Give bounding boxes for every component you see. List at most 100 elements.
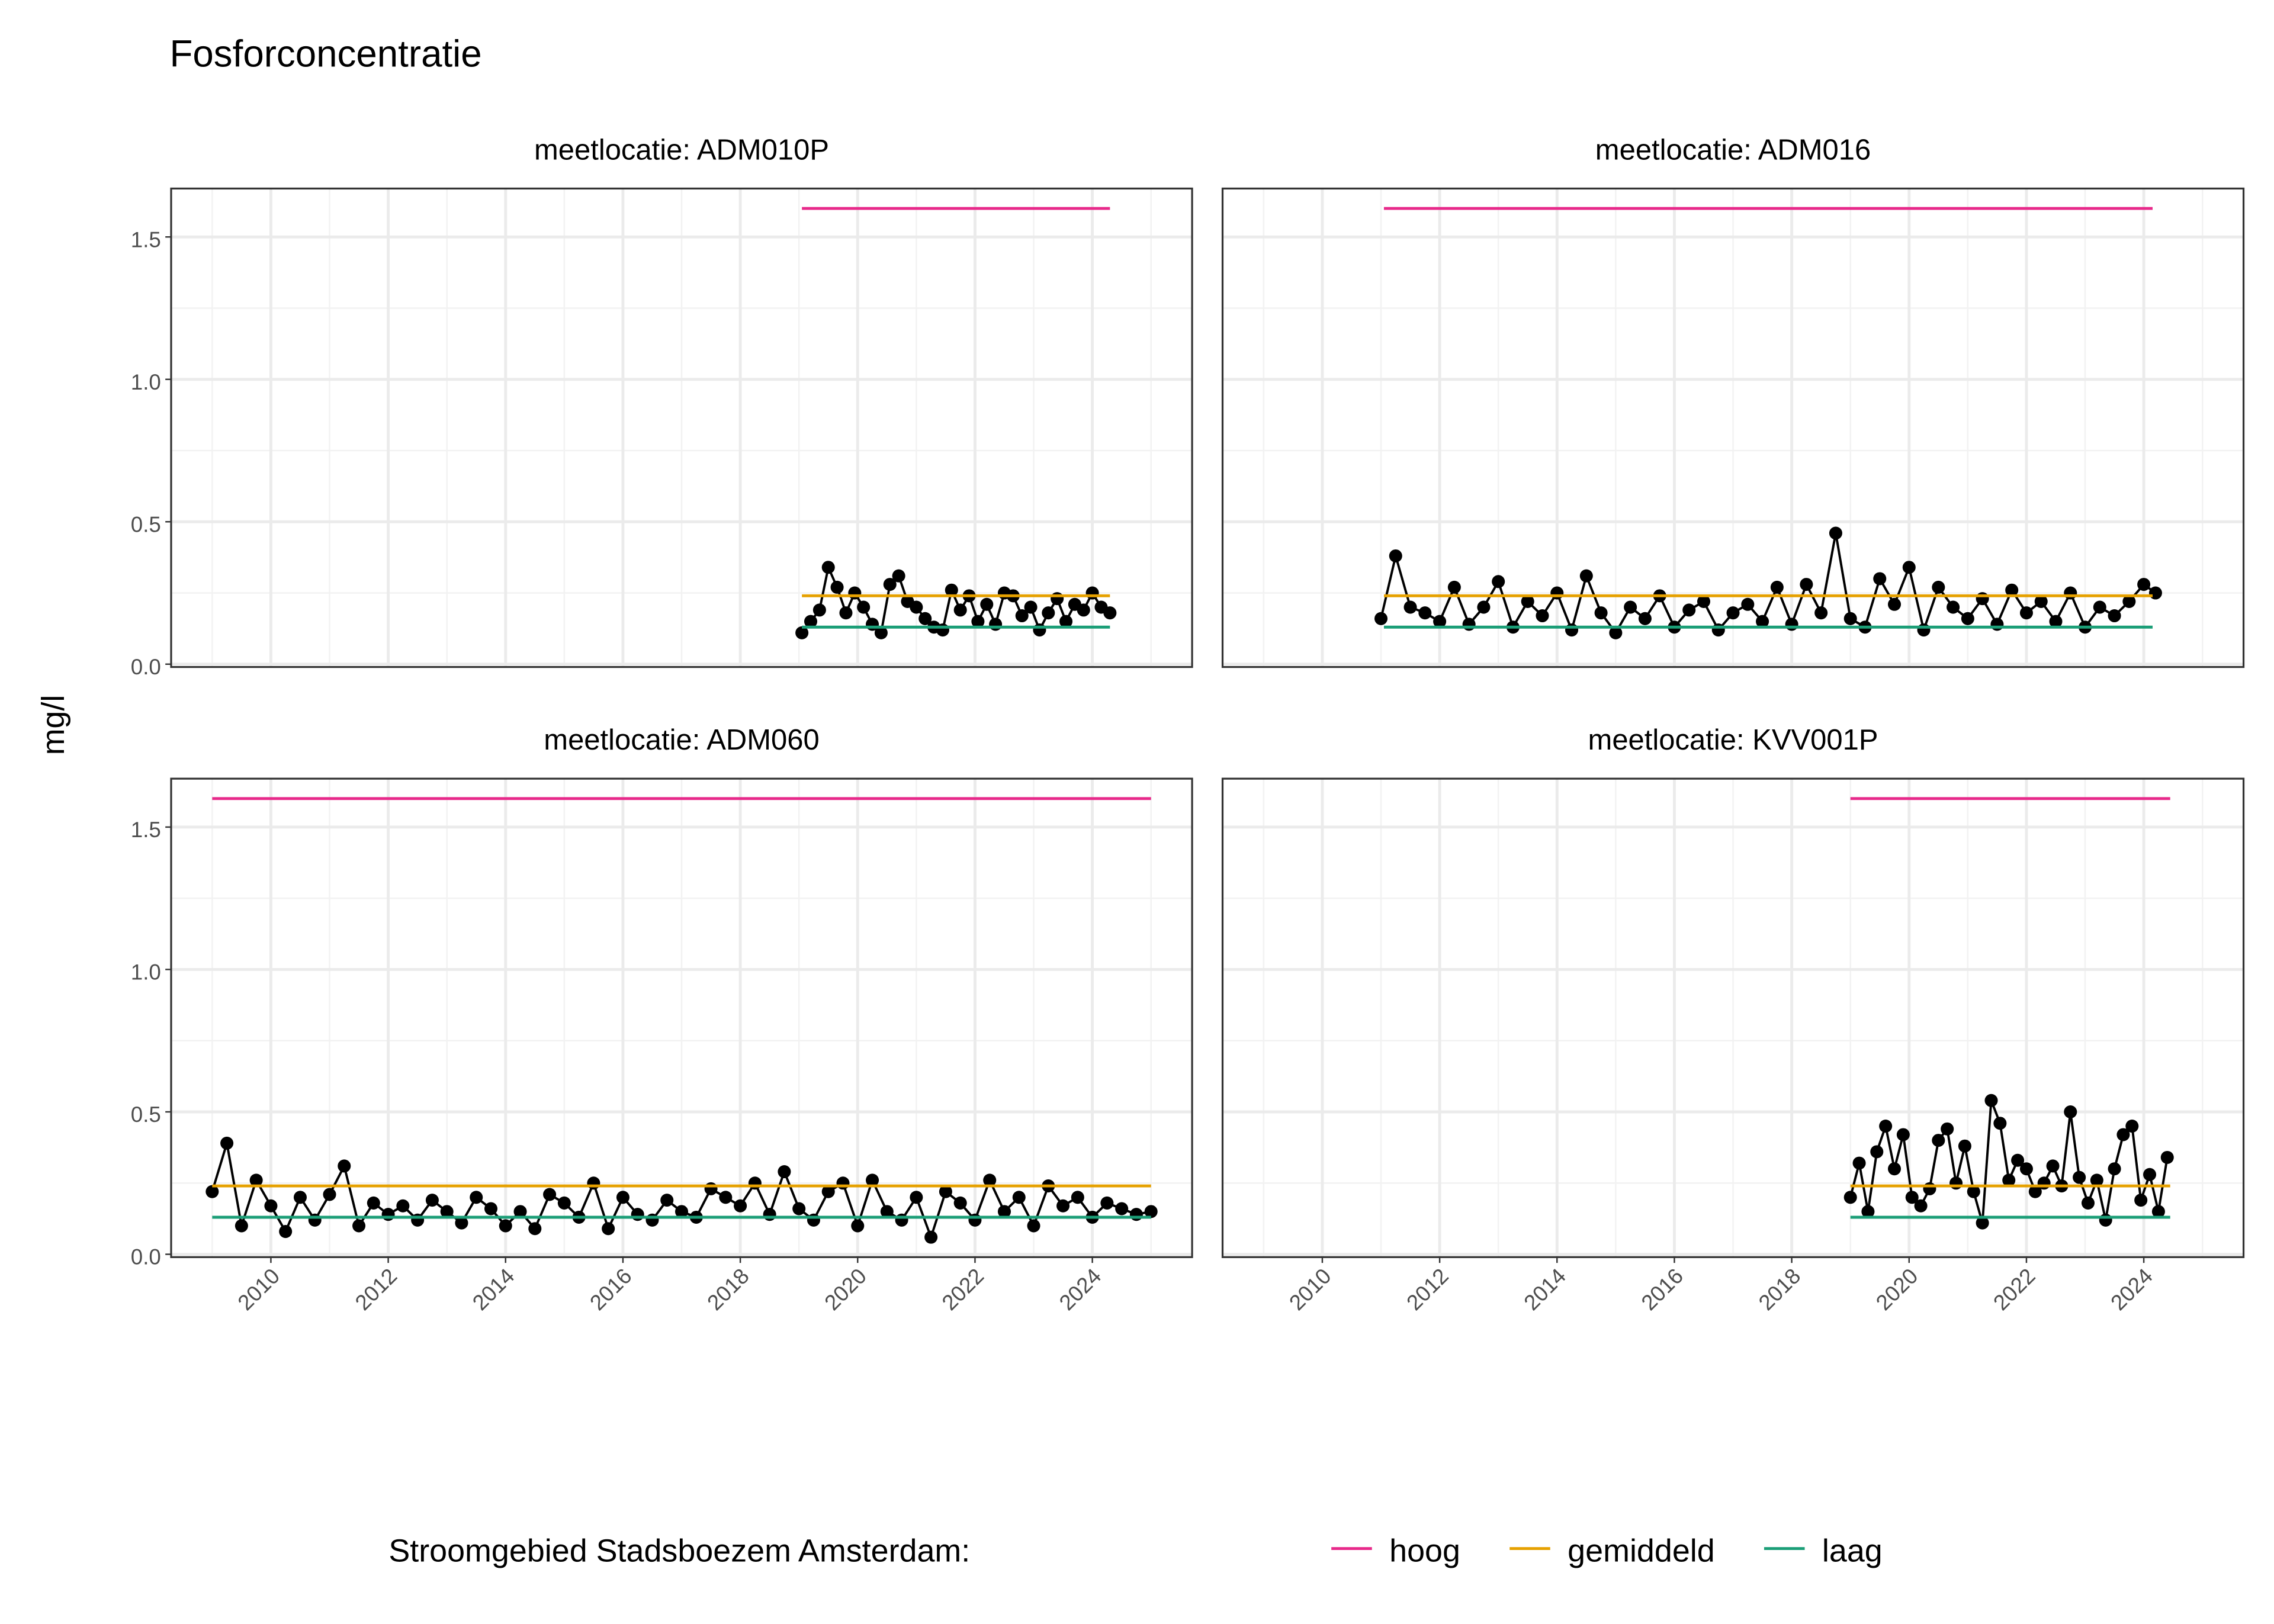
- data-point: [2122, 594, 2136, 608]
- data-point: [980, 597, 994, 611]
- data-point: [2011, 1153, 2025, 1167]
- y-axis-label: mg/l: [36, 695, 71, 755]
- data-point: [1103, 606, 1117, 620]
- data-point: [1115, 1202, 1129, 1215]
- data-point: [1015, 609, 1029, 623]
- data-point: [1984, 1094, 1998, 1107]
- x-tick-label: 2020: [1871, 1263, 1923, 1315]
- data-point: [1770, 580, 1784, 594]
- data-point: [1594, 606, 1608, 620]
- data-point: [1042, 606, 1055, 620]
- data-point: [1914, 1199, 1928, 1213]
- data-point: [616, 1191, 629, 1204]
- data-point: [1389, 549, 1402, 563]
- y-tick-label: 1.0: [131, 370, 161, 394]
- data-point: [2134, 1194, 2148, 1207]
- data-point: [470, 1191, 483, 1204]
- data-point: [660, 1194, 674, 1207]
- data-point: [1990, 618, 2004, 631]
- data-point: [1923, 1182, 1936, 1195]
- data-point: [2143, 1168, 2157, 1181]
- data-point: [2064, 586, 2077, 600]
- data-point: [279, 1225, 293, 1239]
- panel-border: [170, 187, 1193, 668]
- data-point: [1932, 1134, 1945, 1147]
- strip-title: meetlocatie: KVV001P: [1588, 724, 1878, 756]
- strip-title: meetlocatie: ADM010P: [534, 134, 829, 166]
- data-point: [812, 603, 826, 617]
- data-point: [848, 586, 862, 600]
- data-point: [1902, 561, 1916, 574]
- data-point: [1638, 612, 1652, 625]
- data-point: [2081, 1196, 2095, 1210]
- data-point: [1905, 1191, 1919, 1204]
- y-tick-label: 0.0: [131, 655, 161, 679]
- data-point: [1887, 1162, 1902, 1176]
- data-point: [367, 1196, 380, 1210]
- data-point: [2005, 583, 2019, 597]
- data-point: [748, 1176, 762, 1190]
- y-tick-label: 0.5: [131, 512, 161, 536]
- data-point: [2002, 1173, 2016, 1187]
- data-point: [1726, 606, 1740, 620]
- data-point: [2125, 1120, 2139, 1133]
- data-point: [1697, 594, 1711, 608]
- data-point: [1059, 615, 1073, 628]
- data-point: [499, 1219, 512, 1233]
- data-point: [851, 1219, 865, 1233]
- data-point: [1887, 597, 1902, 611]
- data-point: [874, 626, 888, 639]
- x-tick-label: 2020: [820, 1263, 871, 1315]
- data-point: [1711, 623, 1725, 637]
- y-tick-label: 0.0: [131, 1245, 161, 1269]
- data-point: [945, 583, 958, 597]
- data-point: [763, 1208, 776, 1221]
- data-point: [1609, 626, 1623, 639]
- data-point: [1403, 600, 1417, 614]
- data-point: [2160, 1150, 2174, 1164]
- data-point: [396, 1199, 410, 1213]
- data-point: [968, 1213, 982, 1227]
- data-point: [1100, 1196, 1114, 1210]
- data-point: [936, 623, 949, 637]
- data-point: [1033, 623, 1046, 637]
- data-point: [602, 1222, 615, 1236]
- data-point: [2099, 1213, 2112, 1227]
- x-tick-label: 2022: [937, 1263, 988, 1315]
- x-tick-label: 2016: [585, 1263, 637, 1315]
- data-point: [543, 1188, 557, 1201]
- data-point: [857, 600, 871, 614]
- data-point: [778, 1165, 791, 1179]
- data-point: [425, 1194, 439, 1207]
- data-point: [1077, 603, 1090, 617]
- data-point: [1843, 612, 1857, 625]
- data-point: [557, 1196, 571, 1210]
- data-point: [264, 1199, 278, 1213]
- x-tick-label: 2024: [1055, 1263, 1106, 1315]
- data-point: [953, 603, 967, 617]
- data-point: [323, 1188, 336, 1201]
- data-point: [953, 1196, 967, 1210]
- data-point: [675, 1205, 689, 1218]
- data-point: [1129, 1208, 1143, 1221]
- data-point: [1027, 1219, 1040, 1233]
- strip-title: meetlocatie: ADM016: [1595, 134, 1871, 166]
- x-tick-label: 2014: [468, 1263, 519, 1315]
- data-point: [1051, 592, 1064, 606]
- data-point: [2028, 1185, 2042, 1198]
- data-point: [411, 1213, 425, 1227]
- data-point: [918, 612, 932, 625]
- panel-border: [170, 777, 1193, 1258]
- data-point: [1071, 1191, 1084, 1204]
- data-point: [1932, 580, 1945, 594]
- data-point: [704, 1182, 718, 1195]
- data-point: [1492, 575, 1505, 589]
- data-point: [989, 618, 1003, 631]
- data-point: [587, 1176, 600, 1190]
- x-tick-label: 2010: [1284, 1263, 1336, 1315]
- data-point: [2108, 1162, 2121, 1176]
- data-point: [1756, 615, 1769, 628]
- data-point: [1521, 594, 1534, 608]
- data-point: [1565, 623, 1579, 637]
- data-point: [2148, 586, 2162, 600]
